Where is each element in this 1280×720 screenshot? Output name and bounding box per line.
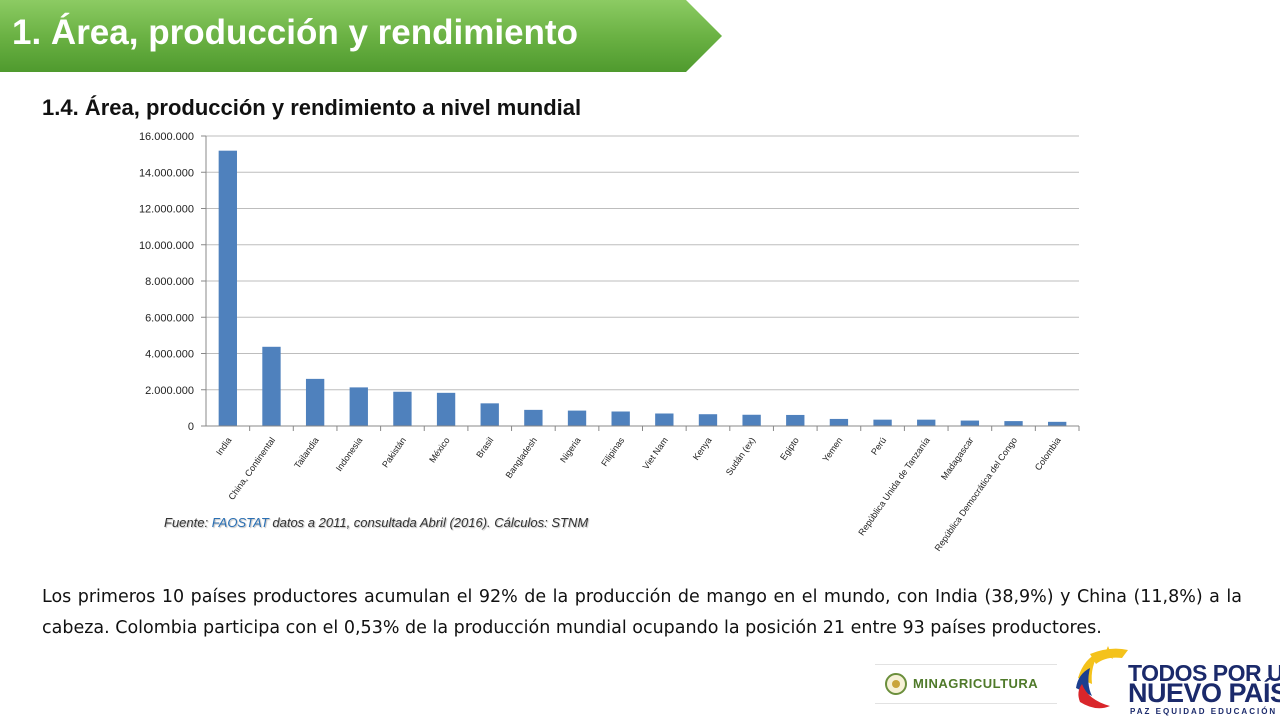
chart-bars (218, 150, 1067, 426)
bar (611, 411, 630, 426)
section-subtitle: 1.4. Área, producción y rendimiento a ni… (42, 95, 582, 120)
y-tick-label: 2.000.000 (145, 385, 194, 397)
bar (524, 409, 543, 426)
footer-logos: MINAGRICULTURA TODOS POR UN NUEVO PAÍS P… (870, 642, 1280, 720)
x-category-label: Bangladesh (504, 435, 539, 480)
x-category-label: Colombia (1033, 435, 1063, 472)
source-link[interactable]: FAOSTAT (211, 515, 269, 530)
minagricultura-logo: MINAGRICULTURA (875, 664, 1057, 704)
bar (436, 392, 456, 426)
x-category-label: Tailandia (292, 435, 321, 470)
x-category-label: Madagascar (939, 435, 976, 481)
x-category-label: México (427, 435, 452, 464)
bar (655, 413, 674, 426)
y-tick-label: 14.000.000 (139, 167, 194, 179)
x-category-label: Pakistán (380, 435, 408, 469)
x-category-label: Nigeria (558, 435, 583, 464)
bar (1048, 421, 1067, 426)
bar (393, 391, 412, 426)
slogan-line-3: PAZ EQUIDAD EDUCACIÓN (1130, 707, 1278, 716)
bar (960, 420, 980, 426)
y-tick-label: 10.000.000 (139, 240, 194, 252)
banner-arrow-shape (0, 0, 722, 72)
x-category-label: Brasil (474, 435, 495, 459)
bar (305, 378, 325, 426)
slogan-line-1: TODOS POR UN (1128, 660, 1280, 686)
bar (218, 150, 237, 426)
y-tick-label: 16.000.000 (139, 131, 194, 143)
summary-paragraph: Los primeros 10 países productores acumu… (42, 587, 1242, 638)
bar (873, 419, 892, 426)
y-axis: 0 2.000.000 4.000.000 6.000.000 8.000.000 10.… (139, 131, 207, 433)
x-category-label: Perú (869, 435, 888, 456)
source-prefix: Fuente: (164, 515, 212, 530)
y-tick-label: 8.000.000 (145, 276, 194, 288)
x-category-label: República Democrática del Congo (933, 435, 1020, 553)
ministry-name: MINAGRICULTURA (913, 676, 1039, 691)
x-category-label: Indonesia (334, 435, 365, 473)
seal-icon (885, 673, 907, 695)
bar (262, 346, 281, 426)
chart-gridlines (206, 135, 1079, 427)
bar (1004, 421, 1023, 426)
title-banner: 1. Área, producción y rendimiento (0, 0, 722, 73)
bar-chart: 0 2.000.000 4.000.000 6.000.000 8.000.000 10.… (139, 131, 1080, 553)
bar (917, 419, 936, 426)
x-category-label: Egipto (778, 435, 801, 462)
source-note: Fuente: FAOSTAT datos a 2011, consultada… (164, 515, 588, 530)
bar (742, 414, 761, 426)
x-category-label: Kenya (691, 435, 714, 462)
x-category-label: República Unida de Tanzanía (856, 435, 932, 537)
bar (786, 414, 805, 426)
x-category-label: China, Continental (226, 435, 277, 501)
slogan-line-2: NUEVO PAÍS (1128, 678, 1280, 708)
colombia-flag-swoosh-icon (1076, 646, 1128, 709)
y-tick-label: 12.000.000 (139, 204, 194, 216)
source-suffix: datos a 2011, consultada Abril (2016). C… (268, 515, 589, 530)
y-tick-label: 6.000.000 (145, 312, 194, 324)
bar (829, 418, 849, 426)
x-category-label: India (214, 435, 233, 457)
x-category-label: Sudán (ex) (724, 435, 757, 477)
bar (480, 403, 499, 426)
x-category-label: Filipinas (599, 435, 626, 468)
y-tick-label: 0 (188, 421, 194, 433)
bar (698, 414, 718, 426)
bar (567, 410, 587, 426)
page-title: 1. Área, producción y rendimiento (12, 13, 578, 52)
y-tick-label: 4.000.000 (145, 349, 194, 361)
x-category-label: Yemen (820, 435, 844, 463)
x-category-label: Viet Nam (641, 435, 670, 471)
bar (349, 387, 368, 426)
